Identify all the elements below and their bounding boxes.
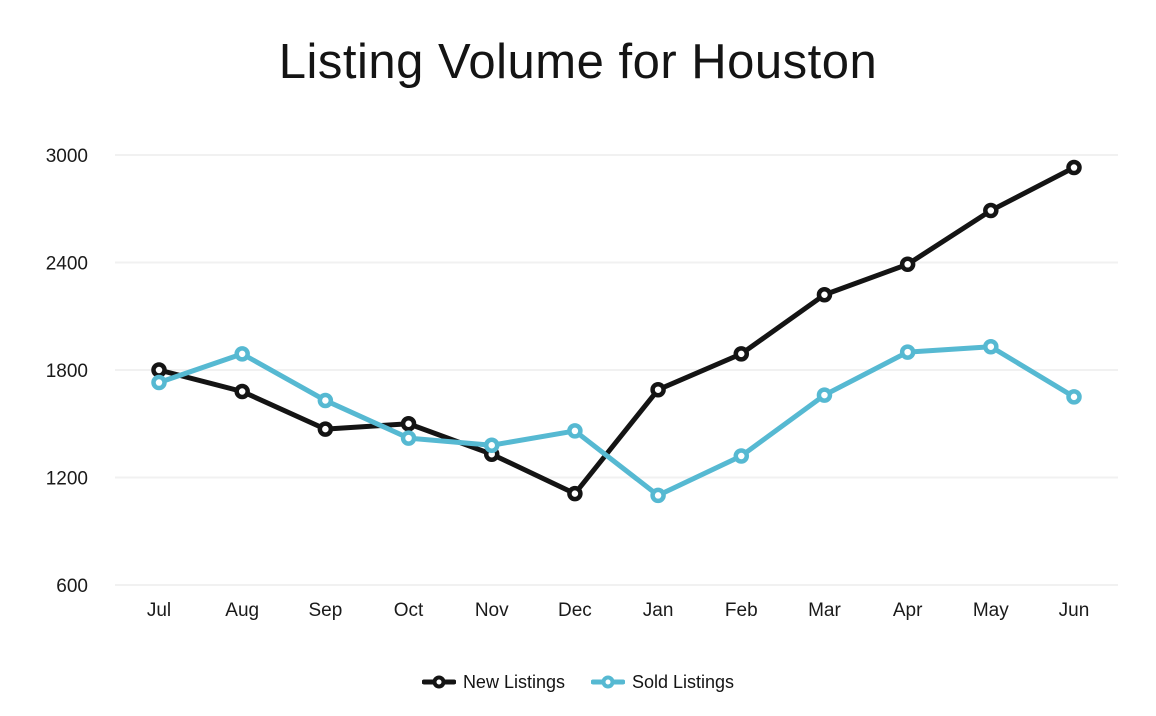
x-tick-label: Dec (558, 600, 592, 621)
data-point (816, 287, 833, 303)
x-tick-label: Apr (893, 600, 923, 621)
data-point (151, 362, 167, 378)
x-tick-label: Nov (475, 600, 509, 621)
x-tick-label: Aug (225, 600, 259, 621)
data-point (733, 346, 750, 362)
data-point (234, 346, 250, 362)
x-tick-label: Sep (308, 600, 342, 621)
data-point (483, 437, 500, 453)
chart-title: Listing Volume for Houston (278, 35, 878, 89)
legend-item-new-listings[interactable]: New Listings (421, 671, 565, 693)
legend-item-sold-listings[interactable]: Sold Listings (590, 671, 735, 693)
data-point (567, 423, 583, 439)
data-point (733, 448, 750, 464)
data-point (650, 381, 666, 398)
y-tick-label: 1800 (46, 361, 88, 382)
data-point (816, 387, 833, 403)
data-point (650, 487, 666, 504)
y-tick-label: 2400 (46, 254, 88, 275)
data-point (151, 374, 167, 391)
series-line-0 (156, 165, 1077, 497)
legend-label-new-listings: New Listings (462, 671, 565, 692)
x-tick-label: Feb (725, 600, 758, 621)
sold-listings-marker-icon (590, 675, 625, 689)
data-point (317, 392, 334, 409)
x-tick-label: Mar (808, 600, 841, 621)
x-tick-label: Jan (643, 600, 674, 621)
data-point (400, 430, 417, 446)
data-point (317, 421, 334, 437)
y-tick-label: 1200 (46, 469, 88, 490)
x-tick-label: Oct (394, 600, 424, 621)
legend: New Listings Sold Listings (0, 666, 1156, 698)
data-point (234, 383, 250, 400)
data-point (1066, 159, 1082, 176)
series-line-1 (156, 344, 1077, 498)
data-point (983, 202, 999, 219)
y-tick-label: 600 (56, 576, 88, 597)
data-point (567, 485, 583, 502)
y-tick-label: 3000 (46, 146, 88, 167)
x-tick-label: Jun (1059, 600, 1090, 621)
line-chart: 600 1200 1800 2400 3000 Jul Aug Sep Oct Nov Dec Jan… (46, 146, 1118, 621)
data-point (1066, 389, 1082, 405)
x-tick-label: May (973, 600, 1009, 621)
data-point (400, 416, 417, 432)
new-listings-marker-icon (421, 675, 456, 689)
data-point (983, 338, 999, 355)
data-point (899, 344, 916, 360)
x-tick-label: Jul (147, 600, 171, 621)
legend-label-sold-listings: Sold Listings (631, 671, 735, 692)
data-point (899, 256, 916, 273)
